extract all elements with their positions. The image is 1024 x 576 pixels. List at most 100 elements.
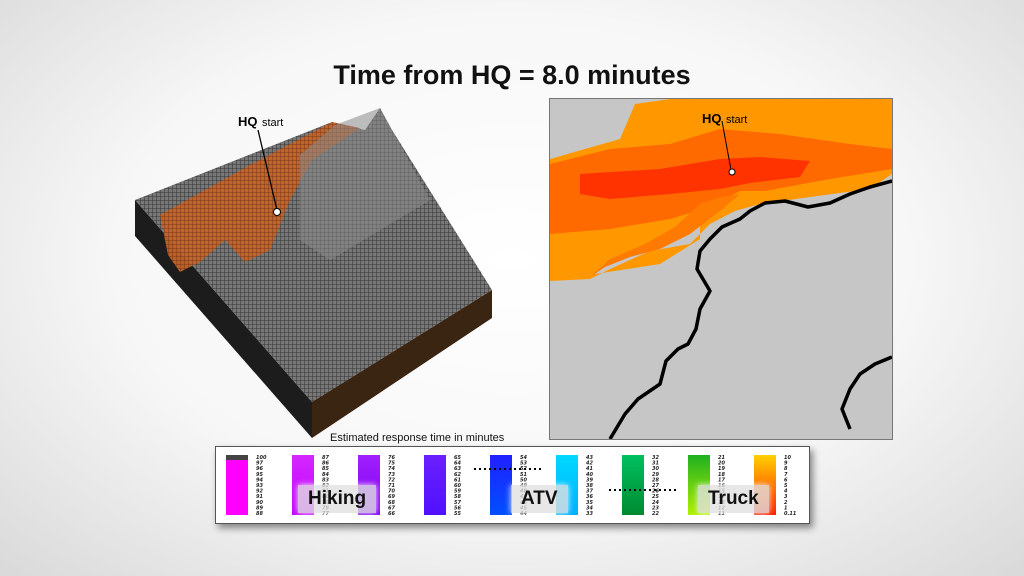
legend-tick-label: 23 bbox=[652, 505, 659, 511]
legend-tick-label: 50 bbox=[520, 477, 527, 483]
legend-tick-label: 33 bbox=[586, 511, 593, 517]
terrain-ridge bbox=[300, 108, 430, 260]
legend-tick-label: 6 bbox=[784, 477, 788, 483]
hq-marker-2d bbox=[728, 168, 736, 176]
legend-tick-label: 31 bbox=[652, 461, 659, 467]
response-time-legend: 1009796959493929190898887868584838281807… bbox=[215, 446, 810, 524]
legend-tick-label: 65 bbox=[454, 455, 461, 461]
legend-tick-label: 53 bbox=[520, 461, 527, 467]
legend-tick-label: 39 bbox=[586, 477, 593, 483]
legend-tick-label: 55 bbox=[454, 511, 461, 517]
hq-label-3d: HQ start bbox=[238, 113, 283, 131]
legend-tick-label: 88 bbox=[256, 511, 263, 517]
legend-tick-label: 67 bbox=[388, 505, 395, 511]
legend-mode-hiking: Hiking bbox=[298, 485, 377, 513]
legend-tick-label: 59 bbox=[454, 489, 461, 495]
legend-tick-label: 93 bbox=[256, 483, 263, 489]
hq-label-2d: HQ start bbox=[702, 110, 747, 128]
legend-tick-label: 36 bbox=[586, 494, 593, 500]
legend-tick-label: 21 bbox=[718, 455, 725, 461]
legend-tick-label: 74 bbox=[388, 466, 395, 472]
legend-tick-label: 20 bbox=[718, 461, 725, 467]
legend-tick-label: 0.11 bbox=[784, 511, 796, 517]
legend-tick-label: 38 bbox=[586, 483, 593, 489]
terrain-right-wall bbox=[312, 290, 492, 438]
legend-tick-label: 94 bbox=[256, 477, 263, 483]
legend-tick-label: 10 bbox=[784, 455, 791, 461]
map-near-reach-area bbox=[580, 157, 810, 199]
legend-tick-label: 64 bbox=[454, 461, 461, 467]
legend-tick-label: 92 bbox=[256, 489, 263, 495]
legend-tick-label: 27 bbox=[652, 483, 659, 489]
legend-tick-label: 96 bbox=[256, 466, 263, 472]
legend-mode-truck: Truck bbox=[698, 485, 769, 513]
legend-tick-label: 87 bbox=[322, 455, 329, 461]
legend-tick-label: 66 bbox=[388, 511, 395, 517]
legend-tick-label: 8 bbox=[784, 466, 788, 472]
legend-tick-label: 43 bbox=[586, 455, 593, 461]
legend-tick-label: 62 bbox=[454, 472, 461, 478]
legend-tick-label: 85 bbox=[322, 466, 329, 472]
legend-tick-label: 5 bbox=[784, 483, 788, 489]
legend-tick-label: 63 bbox=[454, 466, 461, 472]
legend-caption: Estimated response time in minutes bbox=[330, 432, 505, 444]
legend-tick-label: 19 bbox=[718, 466, 725, 472]
legend-tick-label: 70 bbox=[388, 489, 395, 495]
legend-mode-atv: ATV bbox=[511, 485, 568, 513]
map-route-line bbox=[608, 179, 892, 439]
legend-tick-label: 4 bbox=[784, 489, 788, 495]
legend-tick-label: 90 bbox=[256, 500, 263, 506]
legend-tick-label: 40 bbox=[586, 472, 593, 478]
legend-tick-label: 42 bbox=[586, 461, 593, 467]
legend-tick-label: 22 bbox=[652, 511, 659, 517]
legend-tick-label: 3 bbox=[784, 494, 788, 500]
slide-title: Time from HQ = 8.0 minutes bbox=[333, 60, 691, 90]
legend-color-bar bbox=[622, 455, 644, 515]
legend-tick-label: 73 bbox=[388, 472, 395, 478]
legend-tick-label: 9 bbox=[784, 461, 788, 467]
terrain-3d-view bbox=[135, 108, 492, 438]
hq-pointer-line-2d bbox=[721, 120, 732, 171]
legend-tick-label: 91 bbox=[256, 494, 263, 500]
legend-tick-label: 26 bbox=[652, 489, 659, 495]
legend-tick-label: 30 bbox=[652, 466, 659, 472]
legend-tick-label: 61 bbox=[454, 477, 461, 483]
hq-label-suffix: start bbox=[261, 117, 284, 129]
legend-tick-label: 77 bbox=[322, 511, 329, 517]
legend-tick-label: 69 bbox=[388, 494, 395, 500]
hq-marker-3d bbox=[273, 208, 281, 216]
legend-tick-label: 24 bbox=[652, 500, 659, 506]
legend-tick-label: 11 bbox=[718, 511, 725, 517]
map-svg bbox=[550, 99, 892, 439]
legend-tick-label: 41 bbox=[586, 466, 593, 472]
legend-tick-label: 1 bbox=[784, 505, 787, 511]
legend-tick-label: 72 bbox=[388, 477, 395, 483]
hq-label-name-2d: HQ bbox=[702, 111, 722, 126]
legend-tick-label: 29 bbox=[652, 472, 659, 478]
legend-tick-label: 51 bbox=[520, 472, 527, 478]
hq-pointer-line-3d bbox=[257, 129, 278, 211]
legend-tick-label: 52 bbox=[520, 466, 527, 472]
legend-tick-label: 84 bbox=[322, 472, 329, 478]
map-reach-tail bbox=[590, 194, 740, 277]
legend-color-cap bbox=[226, 455, 248, 460]
legend-tick-label: 71 bbox=[388, 483, 395, 489]
legend-tick-label: 28 bbox=[652, 477, 659, 483]
hq-label-suffix-2d: start bbox=[725, 114, 748, 126]
legend-tick-label: 83 bbox=[322, 477, 329, 483]
legend-tick-label: 75 bbox=[388, 461, 395, 467]
legend-tick-label: 76 bbox=[388, 455, 395, 461]
legend-color-bar bbox=[490, 455, 512, 515]
legend-tick-label: 95 bbox=[256, 472, 263, 478]
legend-tick-label: 58 bbox=[454, 494, 461, 500]
response-time-map bbox=[549, 98, 893, 440]
legend-tick-label: 17 bbox=[718, 477, 725, 483]
legend-tick-label: 44 bbox=[520, 511, 527, 517]
legend-tick-label: 100 bbox=[256, 455, 267, 461]
legend-tick-label: 89 bbox=[256, 505, 263, 511]
hq-label-name: HQ bbox=[238, 114, 258, 129]
legend-tick-label: 60 bbox=[454, 483, 461, 489]
legend-color-bar bbox=[226, 455, 248, 515]
legend-tick-label: 97 bbox=[256, 461, 263, 467]
legend-tick-label: 56 bbox=[454, 505, 461, 511]
